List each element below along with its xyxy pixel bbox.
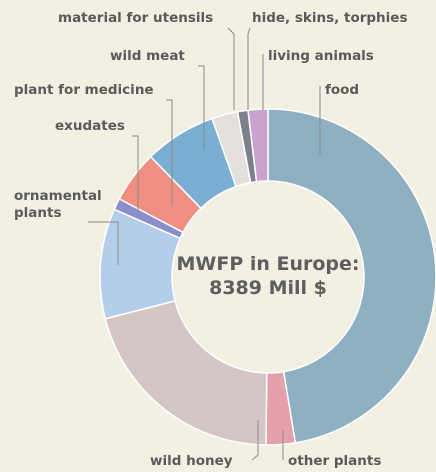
center-text: MWFP in Europe: <box>176 253 359 275</box>
leader-line <box>251 420 259 461</box>
slice <box>267 108 436 444</box>
leader-line <box>132 135 139 212</box>
leader-line <box>166 99 173 205</box>
slice-label: plant for medicine <box>14 82 154 98</box>
slice-label: living animals <box>268 48 374 64</box>
leader-line <box>227 27 235 110</box>
center-text: 8389 Mill $ <box>209 277 327 299</box>
slice-label: material for utensils <box>58 10 213 26</box>
slice-label: food <box>325 82 359 98</box>
slice-label: hide, skins, torphies <box>252 10 407 26</box>
slice-label: other plants <box>288 453 381 469</box>
slice-label: ornamental plants <box>14 188 102 221</box>
slice-label: wild meat <box>110 48 185 64</box>
slice-label: wild honey <box>150 453 233 469</box>
leader-line <box>198 65 205 150</box>
slice-label: exudates <box>55 118 125 134</box>
slice <box>247 108 269 183</box>
slice <box>104 299 268 446</box>
leader-line <box>247 27 251 110</box>
leader-line <box>88 221 119 265</box>
